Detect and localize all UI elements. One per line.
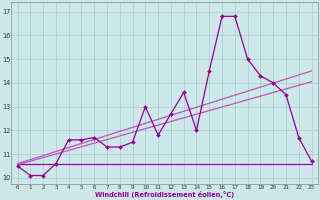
X-axis label: Windchill (Refroidissement éolien,°C): Windchill (Refroidissement éolien,°C) <box>95 191 234 198</box>
